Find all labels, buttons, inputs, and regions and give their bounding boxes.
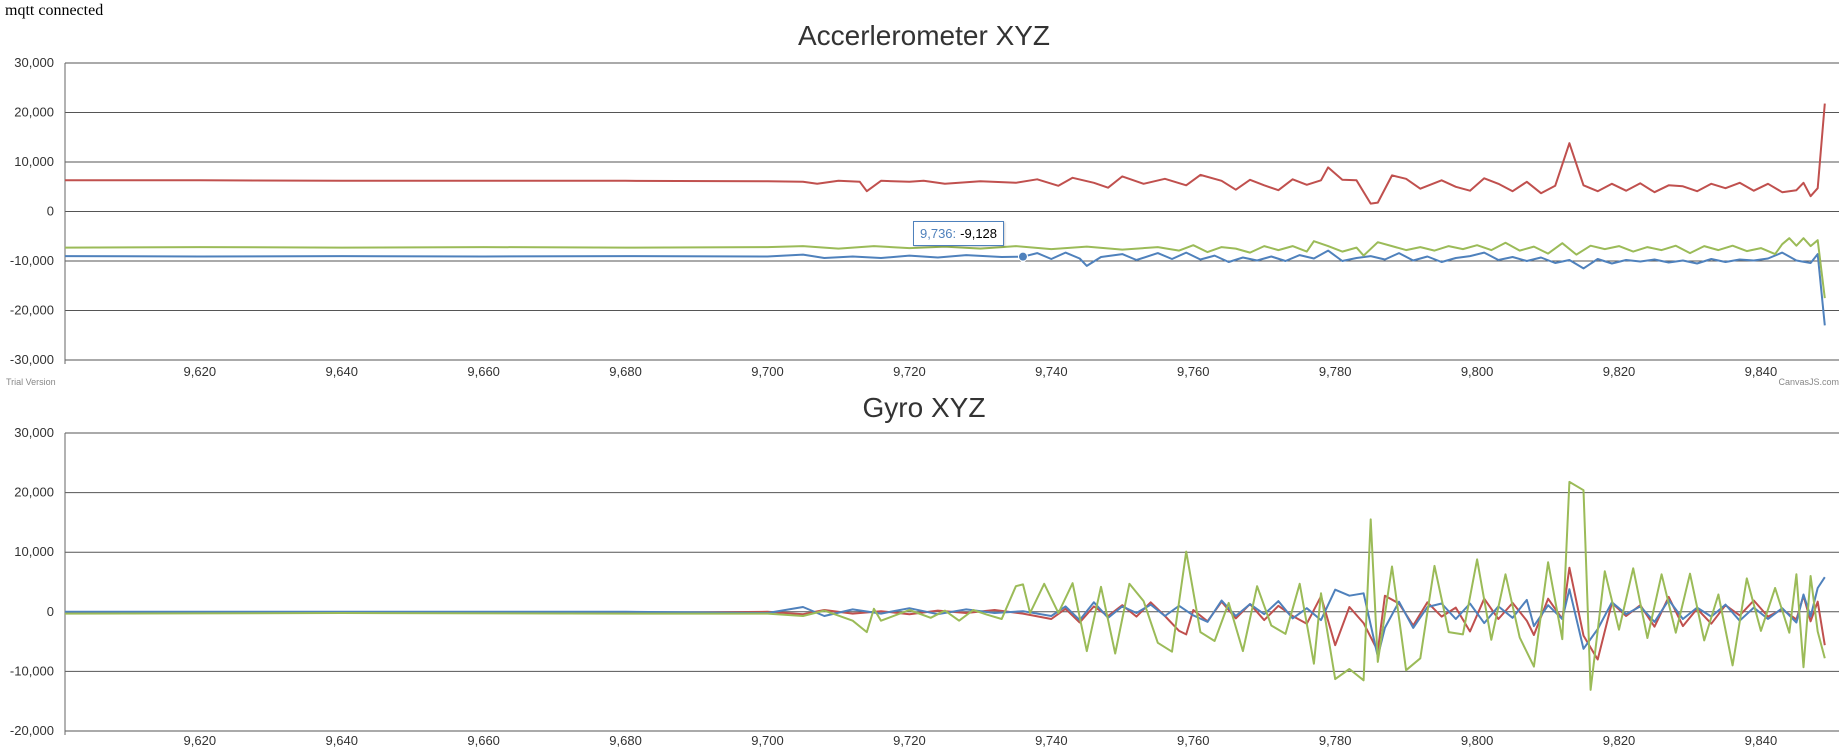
y-tick-label: 0 (47, 604, 54, 619)
credit-right[interactable]: CanvasJS.com (1778, 377, 1839, 387)
x-tick-label: 9,800 (1461, 364, 1494, 379)
x-tick-label: 9,840 (1745, 733, 1778, 748)
x-tick-label: 9,800 (1461, 733, 1494, 748)
series-x-line[interactable] (65, 566, 1826, 661)
x-tick-label: 9,740 (1035, 364, 1068, 379)
x-tick-label: 9,840 (1745, 364, 1778, 379)
x-tick-label: 9,760 (1177, 733, 1210, 748)
chart-title: Gyro XYZ (863, 392, 986, 423)
y-tick-label: 20,000 (14, 105, 54, 120)
x-tick-label: 9,780 (1319, 364, 1352, 379)
data-point-tooltip: 9,736: -9,128 (913, 221, 1005, 246)
x-tick-label: 9,660 (467, 364, 500, 379)
y-tick-label: -20,000 (10, 303, 54, 318)
series-layer[interactable] (64, 480, 1826, 691)
grid-lines (64, 62, 1839, 364)
y-tick-label: -20,000 (10, 723, 54, 738)
accelerometer-chart[interactable]: Accerlerometer XYZ -30,000 -20,000 -10,000… (0, 18, 1839, 388)
gyro-chart[interactable]: Gyro XYZ -20,000 -10,000 0 10,000 20,000 30,0… (0, 388, 1839, 749)
x-tick-label: 9,820 (1603, 364, 1636, 379)
x-axis-labels: 9,620 9,640 9,660 9,680 9,700 9,720 9,740 9,760… (184, 364, 1778, 379)
tooltip-y-value: -9,128 (960, 226, 998, 241)
x-axis-labels: 9,620 9,640 9,660 9,680 9,700 9,720 9,740 9,760… (184, 733, 1778, 748)
x-tick-label: 9,680 (609, 364, 642, 379)
connection-status: mqtt connected (5, 2, 104, 19)
x-tick-label: 9,720 (893, 733, 926, 748)
y-tick-label: -10,000 (10, 253, 54, 268)
y-tick-label: 10,000 (14, 544, 54, 559)
series-y-line[interactable] (65, 576, 1826, 658)
x-tick-label: 9,700 (751, 364, 784, 379)
x-tick-label: 9,660 (467, 733, 500, 748)
x-tick-label: 9,640 (325, 364, 358, 379)
x-tick-label: 9,780 (1319, 733, 1352, 748)
y-axis-labels: -20,000 -10,000 0 10,000 20,000 30,000 (10, 425, 54, 738)
tooltip-x-value: 9,736: (920, 226, 957, 241)
y-axis-labels: -30,000 -20,000 -10,000 0 10,000 20,000 30,000 (10, 55, 54, 367)
y-tick-label: 30,000 (14, 55, 54, 70)
y-tick-label: -10,000 (10, 663, 54, 678)
series-y-line[interactable] (64, 249, 1826, 326)
x-tick-label: 9,620 (184, 364, 217, 379)
x-tick-label: 9,640 (325, 733, 358, 748)
x-tick-label: 9,680 (609, 733, 642, 748)
x-tick-label: 9,720 (893, 364, 926, 379)
x-tick-label: 9,760 (1177, 364, 1210, 379)
y-tick-label: -30,000 (10, 352, 54, 367)
x-tick-label: 9,820 (1603, 733, 1636, 748)
y-tick-label: 10,000 (14, 154, 54, 169)
series-z-line[interactable] (64, 237, 1826, 299)
series-x-line[interactable] (65, 103, 1826, 205)
series-layer[interactable] (64, 103, 1826, 326)
credit-left: Trial Version (6, 377, 56, 387)
x-tick-label: 9,620 (184, 733, 217, 748)
chart-title: Accerlerometer XYZ (798, 20, 1050, 51)
x-tick-label: 9,740 (1035, 733, 1068, 748)
y-tick-label: 20,000 (14, 485, 54, 500)
y-tick-label: 0 (47, 204, 54, 219)
series-z-line[interactable] (64, 480, 1826, 691)
x-tick-label: 9,700 (751, 733, 784, 748)
highlighted-point[interactable] (1017, 251, 1028, 262)
y-tick-label: 30,000 (14, 425, 54, 440)
